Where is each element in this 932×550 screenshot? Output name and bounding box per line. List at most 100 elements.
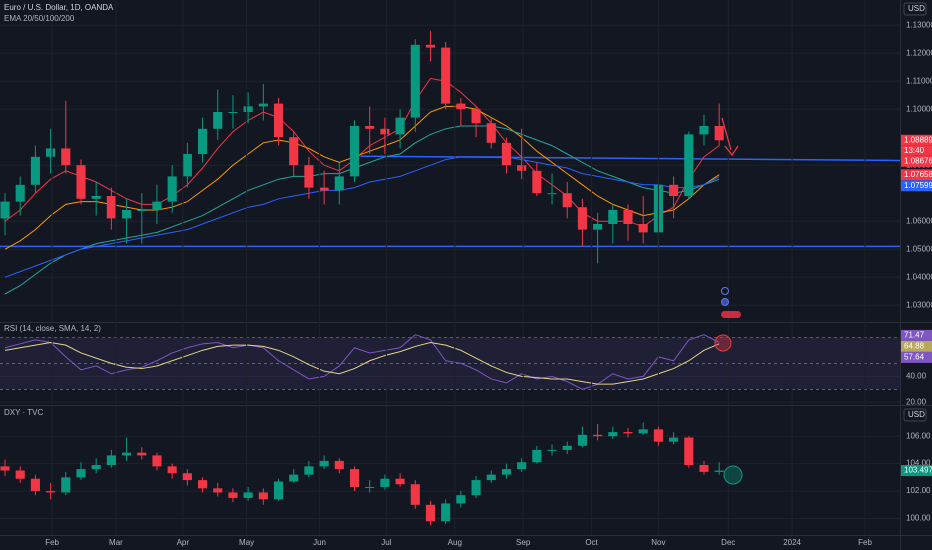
- candle-body: [532, 170, 542, 194]
- candle-body: [273, 103, 284, 138]
- candle-body: [684, 134, 694, 196]
- candle-body: [425, 504, 436, 522]
- candle-body: [106, 455, 116, 466]
- candle-body: [547, 193, 557, 195]
- y-tick-label: 100.00: [906, 514, 931, 523]
- y-tick-label: 1.11000: [906, 76, 932, 85]
- candle-body: [349, 469, 360, 487]
- candle-body: [0, 466, 10, 471]
- candle-body: [243, 106, 253, 112]
- candle-body: [61, 477, 71, 493]
- candle-body: [258, 492, 268, 500]
- candle-body: [334, 460, 344, 470]
- x-tick-label: Nov: [651, 538, 665, 547]
- countdown-label: 13:40: [904, 146, 925, 155]
- candle-body: [289, 137, 299, 166]
- price-badge: [901, 180, 932, 192]
- candle-body: [319, 460, 329, 467]
- y-tick-label: 104.00: [906, 459, 931, 468]
- price-badge: [901, 155, 932, 167]
- candle-body: [517, 462, 527, 470]
- candle-body: [289, 474, 299, 482]
- candle-body: [395, 478, 405, 485]
- candle-body: [669, 184, 679, 196]
- candle-body: [410, 44, 420, 118]
- candle-body: [182, 154, 192, 177]
- highlight-circle: [723, 465, 743, 485]
- candle-body: [319, 187, 329, 191]
- currency-badge: [903, 408, 927, 422]
- candle-body: [228, 112, 238, 113]
- candle-body: [30, 156, 40, 185]
- candle-body: [517, 165, 527, 171]
- candle-body: [699, 465, 709, 472]
- symbol-title: DXY · TVC: [4, 408, 43, 417]
- candle-body: [410, 484, 420, 505]
- candle-body: [623, 210, 633, 224]
- indicator-title: RSI (14, close, SMA, 14, 2): [4, 324, 101, 333]
- price-badge-label: 1.08676: [904, 156, 932, 165]
- candle-body: [608, 210, 618, 224]
- chart-title: Euro / U.S. Dollar, 1D, OANDA: [4, 3, 114, 12]
- candle-body: [486, 474, 496, 481]
- candle-body: [501, 469, 512, 475]
- price-badge-label: 57.64: [904, 353, 925, 362]
- price-badge: [901, 340, 932, 352]
- event-icon[interactable]: [721, 311, 741, 318]
- currency-badge: [903, 2, 927, 16]
- candle-body: [106, 196, 116, 219]
- price-badge: [901, 329, 932, 341]
- candle-body: [15, 184, 25, 202]
- candle-body: [684, 437, 694, 466]
- price-badge-label: 64.88: [904, 342, 925, 351]
- x-tick-label: Aug: [448, 538, 462, 547]
- price-badge: [901, 169, 932, 181]
- arrow-annotation: [721, 117, 739, 157]
- candle-body: [61, 148, 71, 166]
- event-icon[interactable]: [721, 298, 729, 306]
- candle-body: [76, 165, 86, 199]
- ema-line: [4, 156, 720, 278]
- candle-body: [349, 126, 360, 177]
- countdown-badge: [901, 145, 932, 156]
- candle-body: [46, 148, 56, 157]
- candle-body: [152, 201, 162, 210]
- x-tick-label: Mar: [109, 538, 123, 547]
- trendline: [360, 155, 901, 162]
- candle-body: [562, 193, 572, 208]
- price-badge-label: 1.07599: [904, 181, 932, 190]
- ema-line: [4, 77, 720, 228]
- y-tick-label: 1.10000: [906, 104, 932, 113]
- y-tick-label: 1.03000: [906, 300, 932, 309]
- candle-body: [91, 196, 101, 199]
- candle-body: [669, 437, 679, 442]
- y-tick-label: 1.12000: [906, 48, 932, 57]
- x-tick-label: Feb: [45, 538, 59, 547]
- x-tick-label: Feb: [858, 538, 872, 547]
- candle-body: [441, 503, 451, 522]
- candle-body: [714, 126, 724, 141]
- candle-body: [0, 201, 10, 219]
- candle-body: [213, 112, 223, 129]
- rsi-line: [4, 342, 720, 385]
- candle-body: [699, 126, 709, 135]
- candle-body: [593, 224, 603, 230]
- highlight-circle: [714, 334, 732, 352]
- candle-body: [243, 492, 253, 498]
- candle-body: [638, 429, 648, 434]
- price-badge-label: 1.07658: [904, 170, 932, 179]
- candle-body: [532, 449, 542, 463]
- candle-body: [304, 466, 314, 475]
- ema-line: [4, 125, 720, 295]
- x-tick-label: Jul: [381, 538, 391, 547]
- price-badge: [901, 351, 932, 363]
- y-tick-label: 1.04000: [906, 272, 932, 281]
- candle-body: [30, 478, 40, 492]
- candle-body: [182, 473, 192, 481]
- candle-body: [471, 109, 481, 124]
- candle-body: [91, 465, 101, 470]
- x-tick-label: Apr: [177, 538, 190, 547]
- candle-body: [213, 488, 223, 493]
- event-icon[interactable]: [721, 287, 729, 295]
